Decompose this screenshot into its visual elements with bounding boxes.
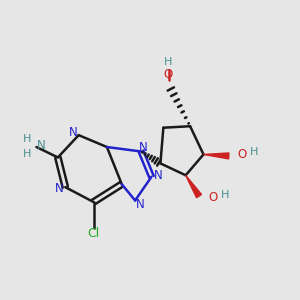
Polygon shape xyxy=(203,153,229,159)
Text: O: O xyxy=(238,148,247,161)
Text: H: H xyxy=(220,190,229,200)
Text: H: H xyxy=(22,148,31,159)
Text: O: O xyxy=(208,191,217,204)
Text: Cl: Cl xyxy=(87,227,100,240)
Polygon shape xyxy=(186,175,202,198)
Text: N: N xyxy=(37,139,46,152)
Text: N: N xyxy=(54,182,63,195)
Text: N: N xyxy=(136,199,145,212)
Text: N: N xyxy=(69,126,78,139)
Text: H: H xyxy=(250,147,259,158)
Text: N: N xyxy=(139,140,148,154)
Text: O: O xyxy=(163,68,172,81)
Text: N: N xyxy=(154,169,162,182)
Text: H: H xyxy=(22,134,31,144)
Text: H: H xyxy=(164,57,172,67)
